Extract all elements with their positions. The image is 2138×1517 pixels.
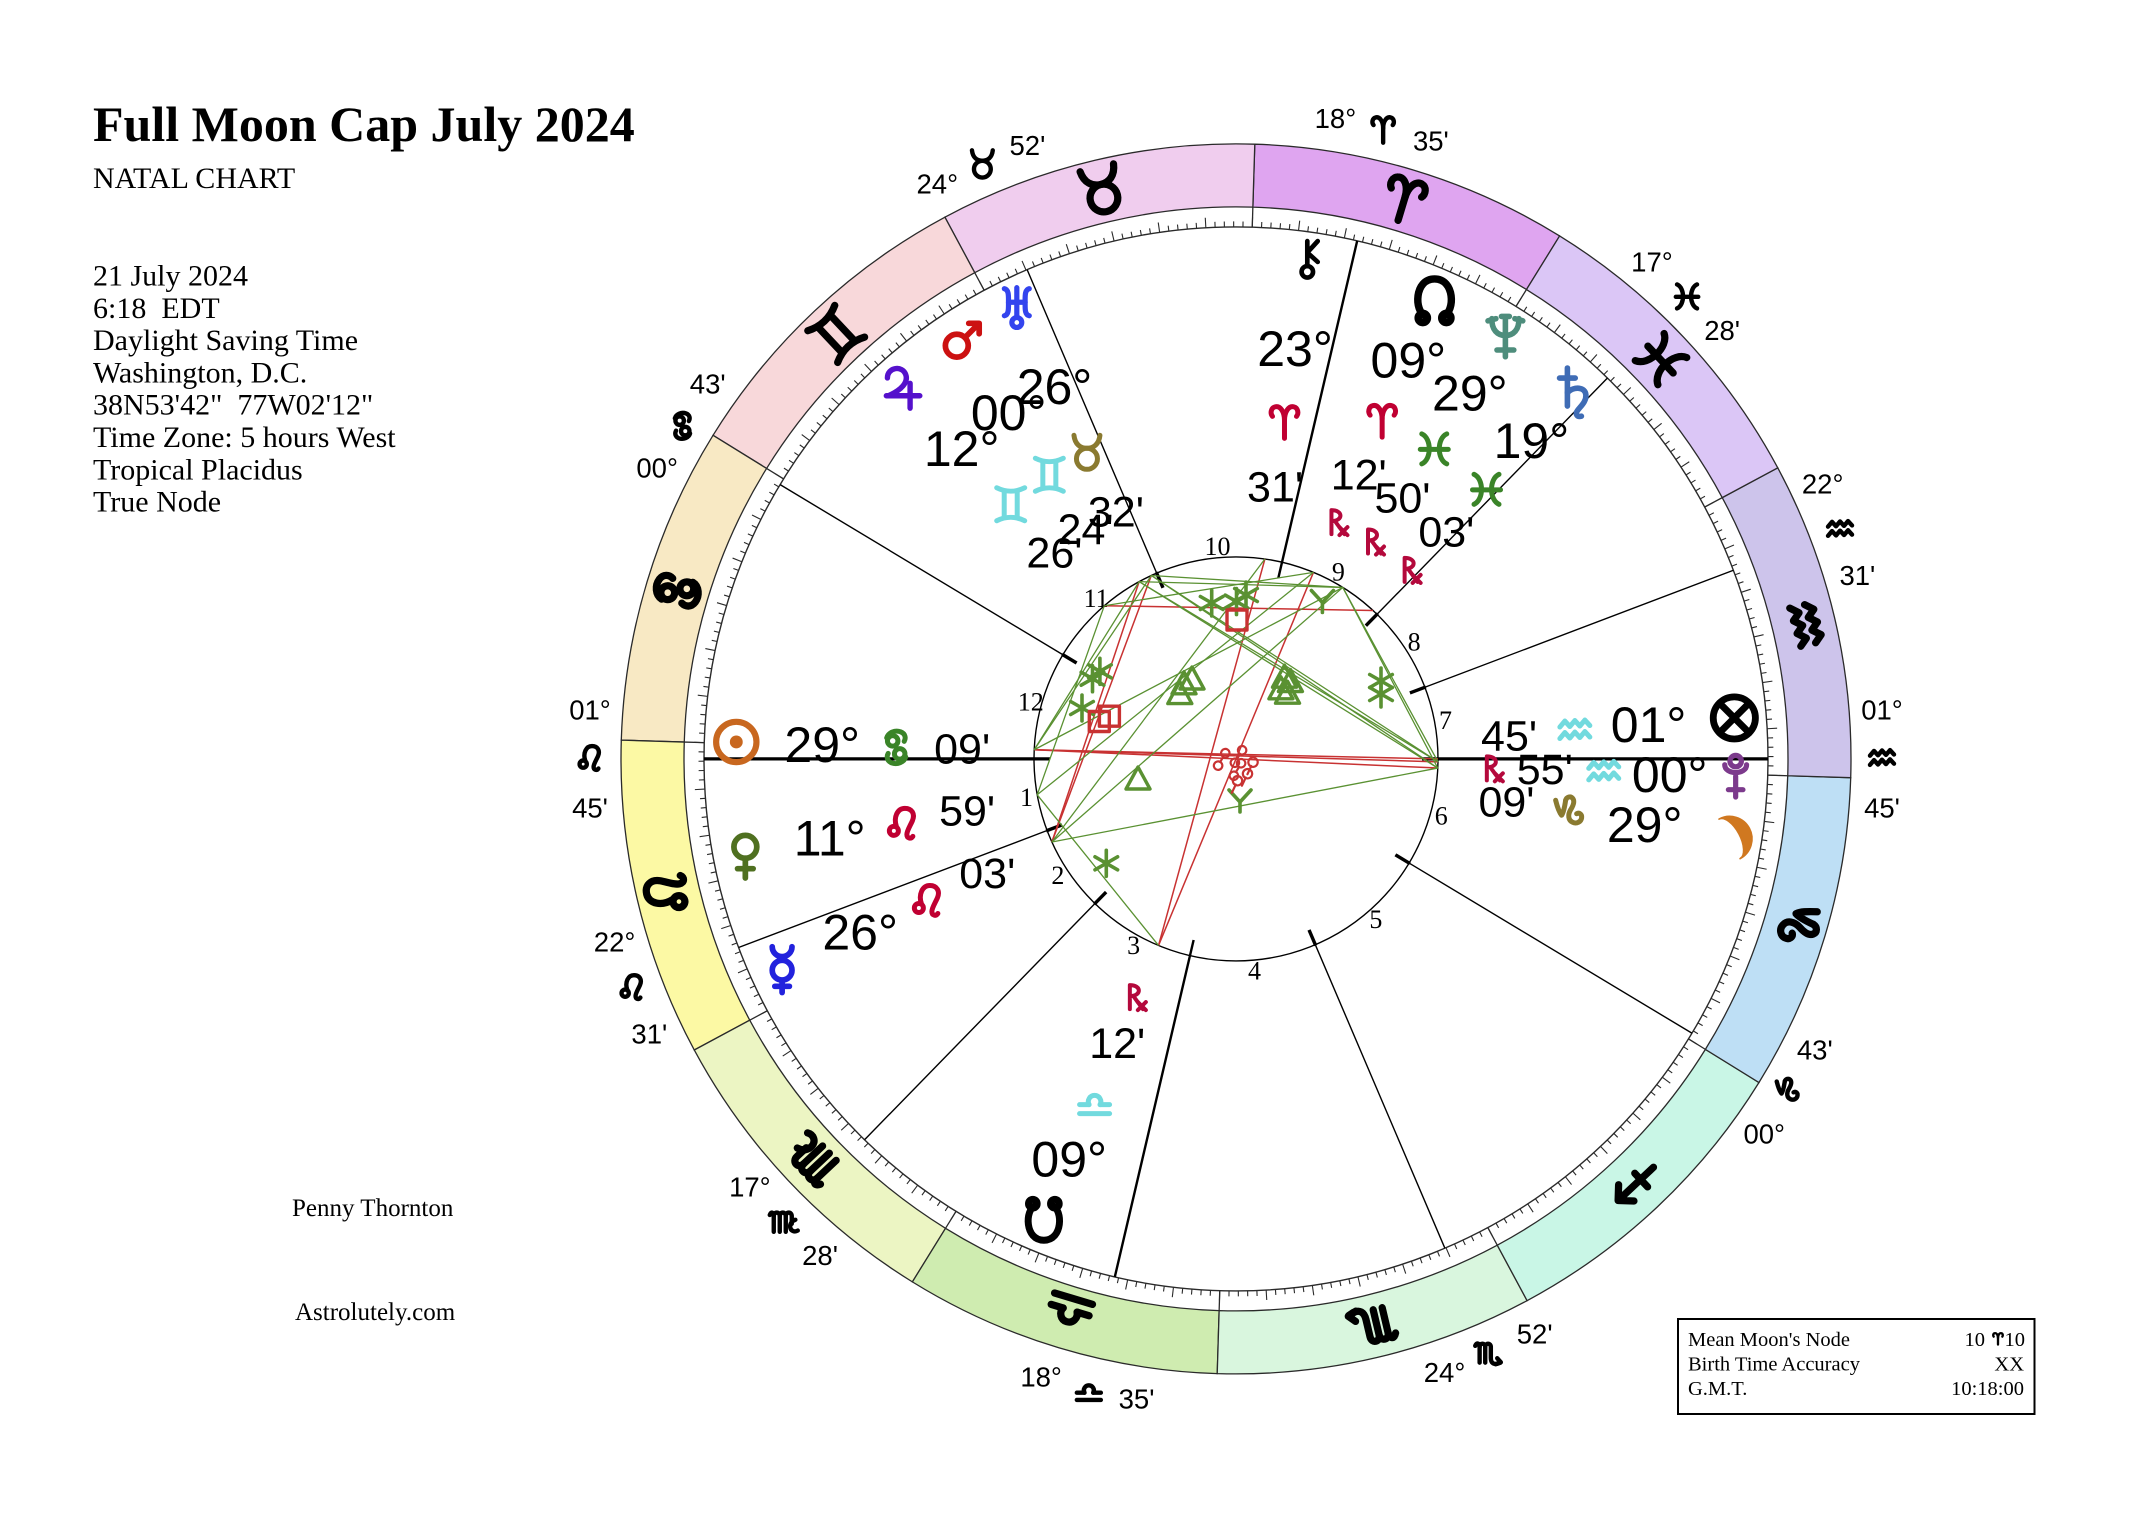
- svg-text:24°: 24°: [917, 169, 959, 200]
- svg-text:6: 6: [1435, 801, 1448, 830]
- svg-text:03': 03': [1418, 509, 1474, 557]
- svg-text:03': 03': [959, 850, 1015, 898]
- svg-text:28': 28': [802, 1240, 838, 1271]
- svg-text:7: 7: [1439, 706, 1452, 735]
- svg-text:31': 31': [1247, 464, 1303, 512]
- svg-text:35': 35': [1413, 126, 1449, 157]
- svg-text:22°: 22°: [594, 927, 636, 958]
- svg-text:32': 32': [1088, 489, 1144, 537]
- svg-text:Penny Thornton: Penny Thornton: [292, 1195, 454, 1222]
- svg-text:5: 5: [1369, 905, 1382, 934]
- svg-text:11°: 11°: [794, 811, 866, 867]
- svg-text:29°: 29°: [784, 717, 860, 773]
- svg-text:21 July 2024: 21 July 2024: [93, 260, 248, 293]
- svg-text:26': 26': [1026, 530, 1082, 578]
- svg-text:XX: XX: [1994, 1353, 2024, 1375]
- svg-text:29°: 29°: [1432, 365, 1508, 421]
- svg-text:3: 3: [1127, 931, 1140, 960]
- svg-text:31': 31': [1839, 560, 1875, 591]
- svg-text:9: 9: [1332, 558, 1345, 587]
- svg-text:10:18:00: 10:18:00: [1951, 1378, 2024, 1400]
- svg-text:Time Zone: 5 hours West: Time Zone: 5 hours West: [93, 421, 396, 454]
- svg-text:38N53'42" 77W02'12": 38N53'42" 77W02'12": [93, 389, 373, 422]
- svg-text:Daylight Saving Time: Daylight Saving Time: [93, 324, 358, 357]
- svg-text:12': 12': [1331, 451, 1387, 499]
- svg-text:10: 10: [2005, 1329, 2026, 1351]
- svg-text:22°: 22°: [1802, 469, 1844, 500]
- svg-text:35': 35': [1119, 1384, 1155, 1415]
- svg-text:50': 50': [1374, 475, 1430, 523]
- svg-text:52': 52': [1010, 130, 1046, 161]
- svg-text:10: 10: [1965, 1329, 1986, 1351]
- svg-text:01°: 01°: [569, 694, 611, 725]
- svg-text:12: 12: [1018, 687, 1044, 716]
- svg-text:G.M.T.: G.M.T.: [1688, 1378, 1747, 1400]
- svg-text:6:18 EDT: 6:18 EDT: [93, 292, 220, 325]
- svg-text:23°: 23°: [1257, 321, 1333, 377]
- svg-text:Astrolutely.com: Astrolutely.com: [295, 1299, 456, 1326]
- svg-text:29°: 29°: [1607, 797, 1683, 853]
- svg-text:12°: 12°: [924, 421, 1000, 477]
- svg-text:26°: 26°: [1017, 359, 1093, 415]
- svg-text:8: 8: [1408, 628, 1421, 657]
- svg-text:43': 43': [1797, 1034, 1833, 1065]
- svg-text:09': 09': [1478, 779, 1534, 827]
- svg-text:43': 43': [690, 368, 726, 399]
- svg-text:11: 11: [1084, 584, 1109, 613]
- svg-text:Washington, D.C.: Washington, D.C.: [93, 356, 307, 389]
- svg-text:18°: 18°: [1020, 1361, 1062, 1392]
- svg-text:00°: 00°: [1632, 747, 1708, 803]
- svg-text:NATAL CHART: NATAL CHART: [93, 162, 295, 195]
- svg-text:Birth Time Accuracy: Birth Time Accuracy: [1688, 1353, 1861, 1375]
- svg-text:10: 10: [1205, 532, 1231, 561]
- svg-text:19°: 19°: [1494, 413, 1570, 469]
- svg-text:45': 45': [572, 792, 608, 823]
- svg-text:True Node: True Node: [93, 486, 221, 519]
- svg-text:Full Moon Cap July 2024: Full Moon Cap July 2024: [93, 96, 635, 152]
- svg-text:59': 59': [939, 788, 995, 836]
- svg-text:1: 1: [1020, 783, 1033, 812]
- svg-text:17°: 17°: [1631, 247, 1673, 278]
- svg-text:18°: 18°: [1315, 103, 1357, 134]
- svg-text:00°: 00°: [971, 385, 1047, 441]
- svg-text:24°: 24°: [1424, 1357, 1466, 1388]
- svg-text:4: 4: [1248, 957, 1261, 986]
- svg-text:01°: 01°: [1611, 697, 1687, 753]
- svg-text:2: 2: [1051, 861, 1064, 890]
- svg-text:00°: 00°: [636, 452, 678, 483]
- svg-text:31': 31': [631, 1018, 667, 1049]
- svg-text:12': 12': [1089, 1020, 1145, 1068]
- svg-text:09°: 09°: [1371, 333, 1447, 389]
- svg-text:Tropical Placidus: Tropical Placidus: [93, 453, 303, 486]
- svg-text:09': 09': [934, 726, 990, 774]
- svg-text:00°: 00°: [1743, 1118, 1785, 1149]
- svg-text:17°: 17°: [729, 1172, 771, 1203]
- svg-text:45': 45': [1481, 712, 1537, 760]
- svg-text:01°: 01°: [1861, 694, 1903, 725]
- svg-text:45': 45': [1864, 792, 1900, 823]
- svg-text:26°: 26°: [822, 905, 898, 961]
- svg-text:28': 28': [1704, 315, 1740, 346]
- svg-text:24': 24': [1058, 506, 1114, 554]
- svg-text:52': 52': [1517, 1318, 1553, 1349]
- svg-text:55': 55': [1517, 746, 1573, 794]
- svg-text:09°: 09°: [1031, 1132, 1107, 1188]
- svg-text:Mean Moon's Node: Mean Moon's Node: [1688, 1329, 1850, 1351]
